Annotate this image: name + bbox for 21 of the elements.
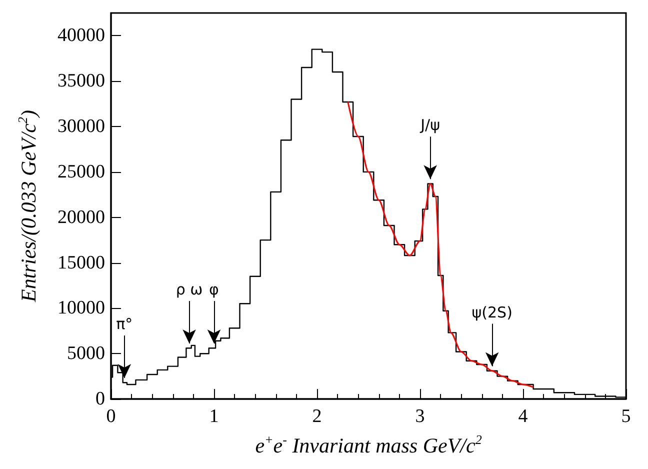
y-tick-label: 10000 xyxy=(58,298,105,319)
x-tick-label: 5 xyxy=(621,406,631,427)
y-tick-label: 25000 xyxy=(58,161,105,182)
y-tick-label: 35000 xyxy=(58,70,105,92)
y-tick-label: 30000 xyxy=(58,116,105,138)
x-tick-label: 3 xyxy=(415,406,425,427)
y-tick-label: 20000 xyxy=(58,206,105,228)
y-tick-label: 0 xyxy=(96,388,105,410)
annotation: ρ ω xyxy=(176,280,203,299)
y-tick-label: 5000 xyxy=(67,343,105,364)
annotation: J/ψ xyxy=(420,116,440,134)
x-tick-label: 4 xyxy=(518,406,528,427)
x-tick-label: 1 xyxy=(209,406,219,427)
x-tick-label: 2 xyxy=(312,406,322,427)
y-tick-label: 40000 xyxy=(58,25,105,46)
line-series xyxy=(347,101,534,388)
annotation: π° xyxy=(116,315,133,334)
y-axis-title: Entries/(0.033 GeV/c2) xyxy=(15,110,40,303)
y-tick-label: 15000 xyxy=(58,252,105,274)
annotation: ψ(2S) xyxy=(472,303,512,322)
annotation: φ xyxy=(209,280,220,299)
